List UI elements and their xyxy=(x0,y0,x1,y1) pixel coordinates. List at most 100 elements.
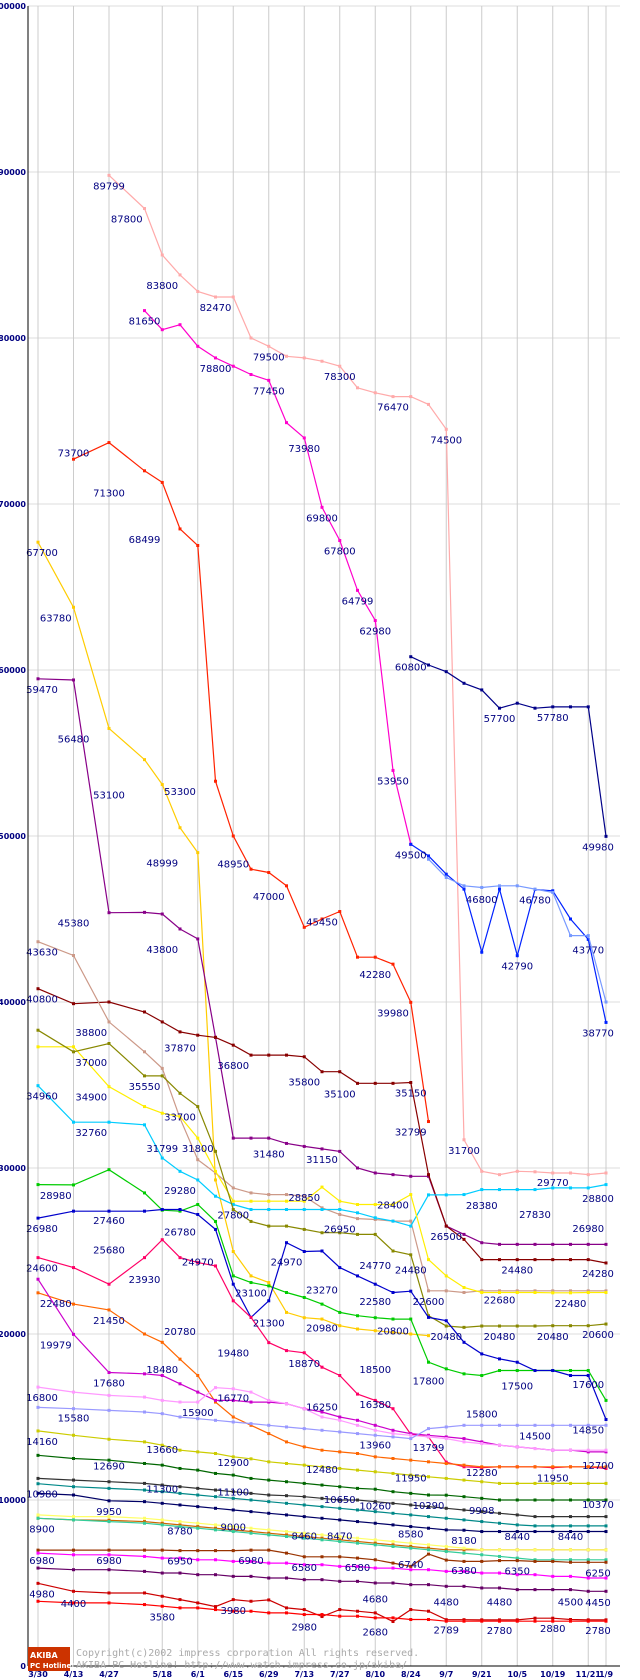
data-point xyxy=(178,1485,182,1489)
data-point xyxy=(427,1433,430,1437)
data-point xyxy=(373,1329,377,1333)
data-point xyxy=(427,402,430,406)
data-point xyxy=(391,1561,395,1565)
data-point xyxy=(356,1540,359,1543)
data-point xyxy=(444,1324,448,1328)
data-point xyxy=(107,1168,111,1172)
data-point xyxy=(143,1591,146,1595)
data-point xyxy=(36,1513,40,1517)
data-point xyxy=(391,1330,395,1334)
data-point xyxy=(320,1249,324,1253)
data-point xyxy=(569,1498,572,1502)
data-label: 2780 xyxy=(487,1626,512,1637)
data-point xyxy=(409,655,413,659)
data-point xyxy=(480,1480,484,1484)
data-point xyxy=(267,1531,271,1535)
data-point xyxy=(444,1493,448,1497)
data-point xyxy=(444,1289,448,1293)
data-point xyxy=(551,1481,555,1485)
data-point xyxy=(356,1392,359,1396)
y-tick-label: 80000 xyxy=(0,334,26,343)
data-point xyxy=(231,1199,235,1203)
data-point xyxy=(569,1515,572,1519)
data-label: 10370 xyxy=(582,1500,614,1511)
data-point xyxy=(427,1475,430,1479)
data-point xyxy=(249,373,253,377)
data-point xyxy=(302,1536,306,1540)
data-point xyxy=(36,1216,40,1220)
data-point xyxy=(178,1523,182,1527)
data-point xyxy=(178,1571,182,1575)
data-point xyxy=(338,910,342,914)
series-0 xyxy=(107,173,608,1177)
data-point xyxy=(551,1558,555,1562)
data-point xyxy=(107,1308,111,1312)
series-line xyxy=(410,656,607,837)
data-point xyxy=(391,1203,395,1207)
data-point xyxy=(160,480,164,484)
data-point xyxy=(586,1481,590,1485)
data-point xyxy=(604,1558,608,1562)
data-point xyxy=(214,1035,217,1039)
data-point xyxy=(604,1465,608,1469)
data-point xyxy=(196,1558,200,1562)
data-point xyxy=(249,1510,253,1514)
data-point xyxy=(480,1374,484,1377)
data-point xyxy=(356,1609,359,1613)
data-point xyxy=(36,1256,40,1260)
data-point xyxy=(320,1185,324,1189)
data-point xyxy=(533,1616,537,1620)
data-label: 21300 xyxy=(253,1318,285,1329)
data-point xyxy=(569,1618,572,1622)
data-point xyxy=(569,1530,572,1534)
data-point xyxy=(178,1400,182,1404)
series-22 xyxy=(36,1482,608,1528)
data-point xyxy=(604,1589,608,1593)
data-point xyxy=(285,1513,288,1517)
data-point xyxy=(249,1599,253,1603)
data-point xyxy=(160,1238,164,1242)
data-label: 59470 xyxy=(26,685,58,696)
data-point xyxy=(320,1206,324,1210)
series-8 xyxy=(36,987,608,1265)
data-point xyxy=(462,1232,466,1236)
data-point xyxy=(160,1521,164,1525)
data-point xyxy=(214,779,217,783)
data-point xyxy=(551,1324,555,1328)
data-point xyxy=(356,386,359,390)
data-point xyxy=(285,1425,288,1429)
data-point xyxy=(302,1613,306,1617)
data-point xyxy=(356,1452,359,1456)
data-point xyxy=(36,987,40,991)
series-line xyxy=(37,1567,606,1592)
data-point xyxy=(36,1183,40,1187)
data-point xyxy=(285,1551,288,1555)
data-point xyxy=(604,1560,608,1564)
data-label: 20480 xyxy=(430,1332,462,1343)
data-point xyxy=(143,1074,146,1078)
data-point xyxy=(143,1332,146,1336)
series-line xyxy=(37,1454,606,1501)
data-point xyxy=(604,1242,608,1246)
data-point xyxy=(498,1423,501,1427)
data-label: 37870 xyxy=(164,1043,196,1054)
data-point xyxy=(178,1549,182,1553)
data-point xyxy=(427,1315,430,1319)
data-point xyxy=(586,1548,590,1552)
data-point xyxy=(36,1277,40,1281)
data-point xyxy=(498,1173,501,1177)
data-label: 18500 xyxy=(359,1365,391,1376)
data-label: 67700 xyxy=(26,548,58,559)
data-point xyxy=(391,1620,395,1624)
x-tick-label: 1/9 xyxy=(599,1670,613,1679)
data-point xyxy=(391,1081,395,1085)
data-point xyxy=(107,1042,111,1045)
data-point xyxy=(356,1081,359,1085)
data-point xyxy=(320,359,324,363)
data-point xyxy=(72,1332,75,1336)
data-point xyxy=(214,1471,217,1475)
data-label: 24770 xyxy=(359,1261,391,1272)
data-point xyxy=(356,1203,359,1207)
data-point xyxy=(214,1549,217,1553)
data-label: 38770 xyxy=(582,1028,614,1039)
